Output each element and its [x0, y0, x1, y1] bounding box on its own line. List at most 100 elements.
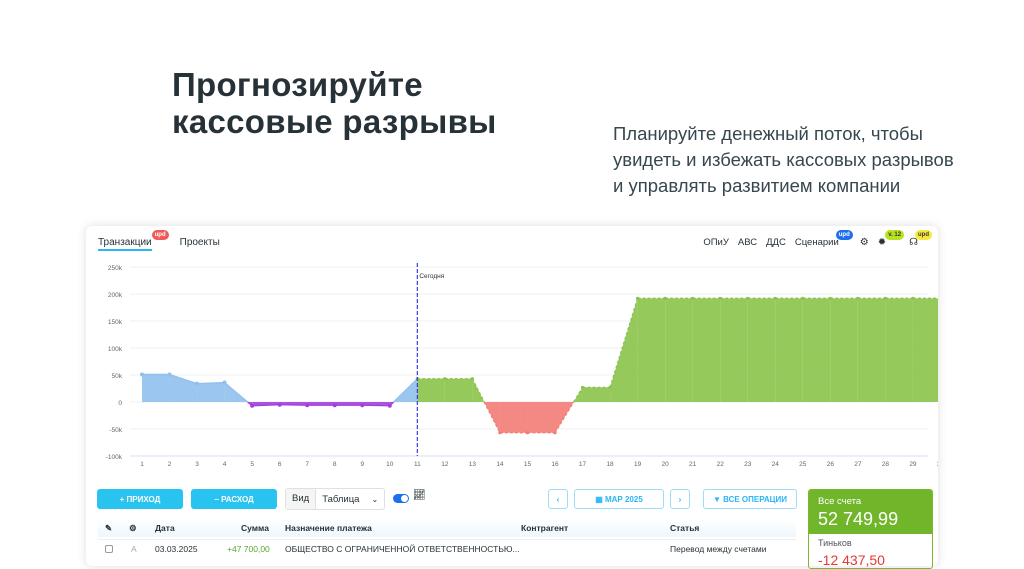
col-amount[interactable]: Сумма — [241, 523, 269, 533]
prev-month-button[interactable]: ‹ — [548, 489, 568, 509]
nav-scenarios[interactable]: Сценарии upd — [795, 230, 853, 248]
data-point — [663, 296, 667, 300]
area-segment — [830, 298, 858, 402]
x-tick-label: 12 — [441, 461, 449, 468]
y-tick-label: 200k — [108, 292, 123, 299]
series-line — [362, 404, 390, 407]
today-label: Сегодня — [419, 273, 444, 280]
series-line — [393, 378, 418, 403]
x-tick-label: 28 — [882, 461, 890, 468]
chart-toggle[interactable] — [393, 494, 409, 503]
series-line — [197, 381, 225, 385]
x-tick-label: 10 — [386, 461, 394, 468]
nav-dds[interactable]: ДДС — [766, 237, 786, 248]
tab-projects[interactable]: Проекты — [179, 237, 220, 248]
area-segment — [747, 298, 776, 402]
area-segment — [307, 402, 335, 406]
area-segment — [857, 298, 886, 402]
settings-gears-icon[interactable]: ⚙ — [859, 237, 869, 248]
series-line — [573, 387, 584, 403]
x-tick-label: 3 — [195, 461, 199, 468]
area-segment — [555, 402, 574, 433]
table-row[interactable]: A 03.03.2025 +47 700,00 ОБЩЕСТВО С ОГРАН… — [98, 539, 796, 557]
chevron-down-icon: ⌄ — [371, 494, 379, 504]
area-segment — [142, 374, 170, 402]
col-purpose[interactable]: Назначение платежа — [285, 523, 372, 533]
data-point — [498, 431, 502, 435]
nav-pnl[interactable]: ОПиУ — [703, 237, 729, 248]
x-tick-label: 30 — [937, 461, 938, 468]
month-picker[interactable]: ▦ МАР 2025 — [574, 489, 664, 509]
expense-button[interactable]: − РАСХОД — [191, 489, 277, 509]
row-mark: A — [131, 543, 137, 554]
bug-icon[interactable]: ✹ v. 12 — [878, 230, 905, 248]
area-segment — [444, 378, 473, 402]
y-tick-label: 250k — [108, 265, 123, 272]
x-tick-label: 26 — [827, 461, 835, 468]
area-segment — [885, 298, 913, 402]
area-segment — [197, 382, 225, 402]
data-point — [746, 296, 750, 300]
data-point — [801, 296, 805, 300]
data-point — [332, 403, 337, 408]
x-tick-label: 13 — [469, 461, 477, 468]
income-button[interactable]: + ПРИХОД — [97, 489, 183, 509]
total-value: 52 749,99 — [818, 509, 899, 529]
area-segment — [499, 402, 528, 433]
app-card: Транзакции upd Проекты ОПиУ АВС ДДС Сцена… — [86, 226, 938, 569]
data-point — [773, 296, 777, 300]
area-segment — [912, 298, 938, 402]
upd-badge: upd — [835, 230, 853, 240]
headset-icon[interactable]: ☊ upd — [909, 230, 932, 248]
data-point — [608, 385, 612, 390]
y-tick-label: 100k — [108, 346, 123, 353]
x-tick-label: 16 — [551, 461, 559, 468]
data-point — [277, 402, 282, 407]
data-point — [636, 296, 640, 300]
tab-transactions[interactable]: Транзакции upd — [98, 230, 169, 251]
y-tick-label: 150k — [108, 319, 123, 326]
area-segment — [665, 298, 693, 402]
data-point — [305, 403, 310, 408]
x-tick-label: 8 — [333, 461, 337, 468]
data-point — [718, 296, 722, 300]
x-tick-label: 20 — [662, 461, 670, 468]
row-date: 03.03.2025 — [155, 543, 198, 554]
hero-subtitle: Планируйте денежный поток, чтобы увидеть … — [613, 123, 954, 196]
col-counterparty[interactable]: Контрагент — [521, 523, 569, 533]
data-point — [222, 380, 227, 385]
area-segment — [692, 298, 721, 402]
data-point — [470, 377, 474, 381]
row-amount: +47 700,00 — [227, 543, 270, 554]
x-tick-label: 17 — [579, 461, 587, 468]
nav-abc[interactable]: АВС — [737, 237, 758, 248]
x-tick-label: 29 — [909, 461, 917, 468]
accounts-panel[interactable]: Все счета 52 749,99 Тиньков -12 437,50 — [808, 489, 933, 569]
view-select[interactable]: Вид Таблица ⌄ — [285, 488, 386, 510]
x-tick-label: 11 — [414, 461, 421, 468]
x-tick-label: 27 — [854, 461, 862, 468]
series-line — [554, 401, 575, 434]
table-header: ✎ ⚙ Дата Сумма Назначение платежа Контра… — [98, 519, 796, 537]
row-purpose: ОБЩЕСТВО С ОГРАНИЧЕННОЙ ОТВЕТСТВЕННОСТЬЮ… — [285, 543, 520, 554]
series-line — [224, 382, 249, 403]
tabs: Транзакции upd Проекты — [98, 230, 242, 251]
area-segment — [775, 298, 803, 402]
data-point — [250, 403, 255, 408]
x-tick-label: 21 — [689, 461, 697, 468]
data-point — [387, 403, 392, 408]
col-category[interactable]: Статья — [670, 523, 700, 533]
edit-icon: ✎ — [105, 522, 113, 533]
series-line — [609, 298, 639, 388]
next-month-button[interactable]: › — [670, 489, 690, 509]
col-date[interactable]: Дата — [155, 523, 175, 533]
row-checkbox[interactable] — [105, 544, 113, 553]
area-segment — [802, 298, 831, 402]
filter-button[interactable]: ▼ ВСЕ ОПЕРАЦИИ — [703, 489, 797, 509]
area-segment — [610, 298, 638, 402]
total-label: Все счета — [818, 496, 862, 507]
x-tick-label: 4 — [223, 461, 227, 468]
filter-icon: ▼ — [712, 494, 724, 504]
series-line — [483, 401, 501, 434]
data-point — [828, 296, 832, 300]
